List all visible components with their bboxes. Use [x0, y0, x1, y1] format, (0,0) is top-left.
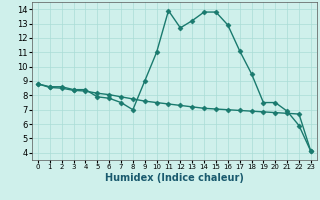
X-axis label: Humidex (Indice chaleur): Humidex (Indice chaleur)	[105, 173, 244, 183]
